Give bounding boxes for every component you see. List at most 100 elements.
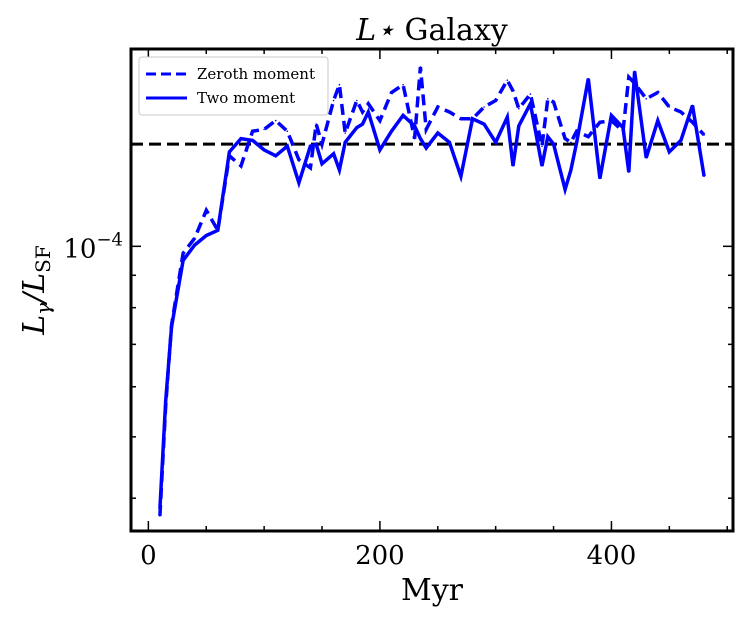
x-tick-label: 0 — [140, 541, 157, 571]
data-point — [379, 149, 381, 151]
data-point — [552, 101, 555, 103]
series-layer — [131, 66, 733, 517]
data-point — [668, 151, 671, 153]
data-point — [622, 126, 624, 129]
y-tick-label: 10−4 — [63, 229, 123, 264]
data-point — [182, 252, 184, 255]
x-tick-label: 400 — [587, 541, 637, 571]
data-point — [321, 163, 323, 165]
data-point — [367, 102, 370, 105]
y-axis-label: Lγ/LSF — [17, 245, 55, 336]
legend-box — [138, 56, 329, 116]
data-point — [263, 149, 265, 151]
data-point — [425, 147, 428, 149]
data-point — [483, 106, 485, 108]
data-point — [610, 114, 613, 117]
data-point — [460, 175, 462, 178]
data-point — [419, 66, 422, 68]
data-point — [564, 188, 566, 191]
data-point — [309, 167, 312, 169]
data-point — [552, 143, 555, 145]
data-point — [413, 125, 416, 127]
data-point — [159, 507, 161, 510]
data-point — [164, 400, 167, 402]
data-point — [587, 77, 590, 80]
data-point — [159, 515, 161, 517]
data-point — [315, 123, 318, 125]
data-point — [460, 118, 462, 120]
data-point — [344, 132, 347, 134]
tick-layer: 0 200 400 10−4 — [63, 49, 733, 571]
data-point — [205, 209, 208, 212]
data-point — [315, 143, 318, 145]
data-point — [628, 76, 630, 78]
data-point — [703, 134, 705, 136]
data-point — [448, 111, 451, 113]
data-point — [575, 141, 578, 144]
data-point — [309, 145, 312, 147]
data-point — [547, 98, 549, 100]
data-point — [332, 153, 335, 155]
legend-label-zeroth: Zeroth moment — [197, 65, 315, 83]
data-point — [657, 91, 659, 94]
data-point — [217, 229, 219, 232]
data-point — [529, 102, 532, 105]
data-point — [274, 119, 277, 122]
data-point — [332, 99, 335, 102]
data-point — [518, 107, 520, 110]
data-point — [338, 83, 341, 86]
data-point — [321, 143, 323, 145]
data-point — [483, 123, 485, 125]
data-point — [390, 91, 393, 94]
data-point — [286, 130, 289, 132]
data-point — [541, 165, 543, 167]
data-point — [240, 137, 242, 140]
data-point — [570, 141, 572, 144]
data-point — [506, 116, 509, 118]
data-point — [338, 169, 341, 171]
data-point — [645, 157, 647, 159]
data-point — [494, 141, 497, 144]
data-point — [570, 169, 572, 171]
data-point — [512, 165, 514, 167]
data-point — [425, 128, 428, 131]
data-point — [633, 70, 636, 73]
data-point — [512, 90, 514, 92]
data-point — [286, 145, 289, 147]
data-point — [668, 106, 671, 108]
data-point — [367, 111, 370, 113]
data-point — [541, 145, 543, 147]
data-point — [703, 175, 705, 178]
data-point — [344, 141, 347, 144]
data-point — [518, 125, 520, 127]
data-point — [298, 182, 300, 184]
data-point — [419, 137, 422, 140]
data-point — [657, 119, 659, 122]
data-point — [402, 83, 404, 86]
data-point — [529, 93, 532, 95]
x-axis-label: Myr — [401, 573, 464, 608]
data-point — [379, 119, 381, 122]
data-point — [471, 118, 474, 120]
x-tick-label: 200 — [355, 541, 405, 571]
data-point — [390, 130, 393, 132]
data-point — [361, 111, 364, 113]
data-point — [691, 104, 694, 107]
data-point — [193, 237, 196, 239]
data-point — [170, 326, 173, 329]
data-point — [274, 155, 277, 157]
data-point — [437, 106, 439, 108]
data-point — [599, 177, 601, 180]
data-point — [413, 137, 416, 140]
data-point — [356, 99, 358, 102]
data-point — [240, 165, 242, 167]
data-point — [448, 141, 451, 144]
data-point — [680, 111, 682, 113]
data-point — [691, 121, 694, 124]
data-point — [564, 137, 566, 140]
data-point — [494, 99, 497, 102]
data-point — [628, 171, 630, 173]
data-point — [587, 135, 590, 138]
